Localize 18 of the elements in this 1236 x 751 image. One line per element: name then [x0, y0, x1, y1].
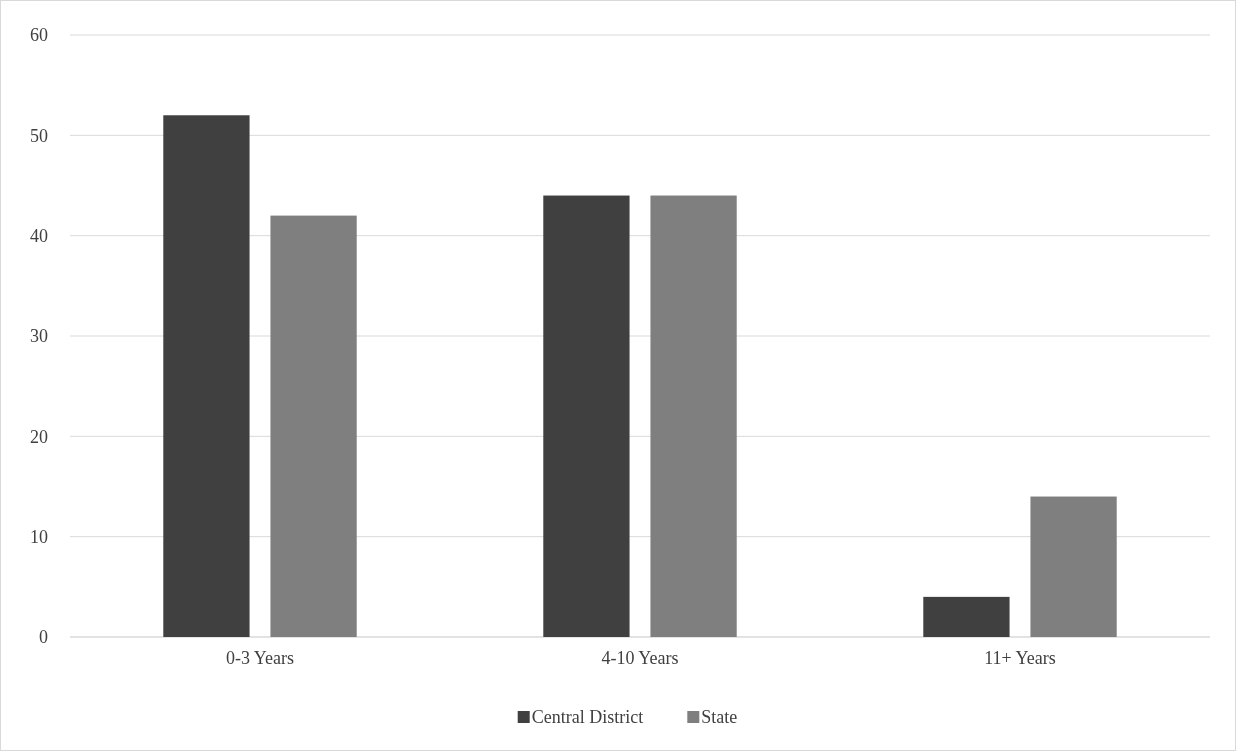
bar	[923, 596, 1010, 637]
bar	[543, 195, 630, 637]
y-tick-label: 20	[30, 426, 48, 447]
bar	[270, 215, 357, 637]
legend-label: Central District	[531, 707, 644, 728]
y-tick-label: 50	[30, 125, 48, 146]
x-tick-label: 0-3 Years	[225, 648, 295, 668]
legend-label: State	[701, 707, 738, 728]
x-tick-label: 11+ Years	[984, 648, 1056, 668]
y-tick-label: 0	[39, 627, 48, 648]
y-tick-label: 40	[30, 225, 48, 246]
bar	[1030, 496, 1117, 637]
y-tick-label: 10	[30, 526, 48, 547]
x-tick-label: 4-10 Years	[601, 648, 679, 668]
y-tick-label: 60	[30, 25, 48, 46]
y-tick-label: 30	[30, 326, 48, 347]
bar	[650, 195, 737, 637]
bar	[163, 115, 250, 637]
